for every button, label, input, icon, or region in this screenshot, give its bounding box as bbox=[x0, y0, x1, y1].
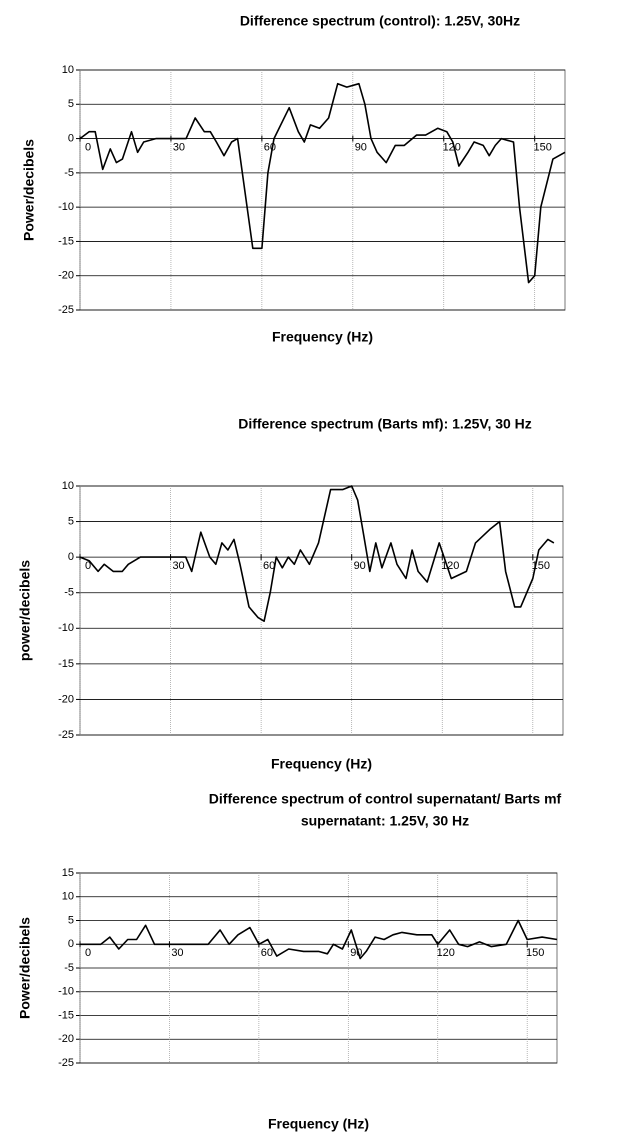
y-tick-label: -20 bbox=[58, 693, 74, 705]
x-tick-label: 150 bbox=[534, 141, 552, 153]
y-tick-label: -10 bbox=[58, 201, 74, 213]
y-tick-label: 10 bbox=[62, 480, 74, 492]
y-tick-label: 0 bbox=[68, 938, 74, 950]
plot-area bbox=[79, 485, 564, 736]
data-line bbox=[79, 82, 566, 284]
plot-area bbox=[79, 69, 566, 311]
x-tick-label: 90 bbox=[355, 141, 367, 153]
data-line bbox=[80, 919, 558, 960]
x-tick-label: 0 bbox=[85, 560, 91, 572]
x-tick-label: 30 bbox=[173, 141, 185, 153]
y-tick-label: 5 bbox=[68, 98, 74, 110]
y-tick-label: 0 bbox=[68, 551, 74, 563]
x-tick-label: 30 bbox=[172, 560, 184, 572]
x-tick-label: 60 bbox=[261, 947, 273, 959]
y-tick-label: 5 bbox=[68, 914, 74, 926]
x-tick-label: 120 bbox=[437, 947, 455, 959]
y-tick-label: 5 bbox=[68, 515, 74, 527]
y-tick-label: -5 bbox=[64, 962, 74, 974]
x-tick-label: 60 bbox=[264, 141, 276, 153]
chart-title: Difference spectrum (Barts mf): 1.25V, 3… bbox=[238, 416, 532, 432]
y-tick-label: 10 bbox=[62, 891, 74, 903]
y-axis-label: Power/decibels bbox=[21, 139, 37, 241]
x-tick-label: 0 bbox=[85, 947, 91, 959]
y-tick-label: -25 bbox=[58, 1057, 74, 1069]
y-axis-label: Power/decibels bbox=[17, 917, 33, 1019]
y-tick-label: -25 bbox=[58, 304, 74, 316]
y-tick-label: -10 bbox=[58, 622, 74, 634]
y-tick-label: -15 bbox=[58, 235, 74, 247]
chart-title: Difference spectrum of control supernata… bbox=[209, 791, 562, 807]
x-tick-label: 120 bbox=[441, 560, 459, 572]
y-tick-label: 10 bbox=[62, 64, 74, 76]
x-axis-label: Frequency (Hz) bbox=[272, 329, 373, 345]
y-tick-label: -25 bbox=[58, 729, 74, 741]
y-tick-label: -5 bbox=[64, 587, 74, 599]
y-tick-label: 0 bbox=[68, 132, 74, 144]
y-tick-label: -5 bbox=[64, 167, 74, 179]
y-tick-label: -10 bbox=[58, 986, 74, 998]
x-tick-label: 90 bbox=[354, 560, 366, 572]
y-tick-label: -20 bbox=[58, 270, 74, 282]
x-tick-label: 30 bbox=[171, 947, 183, 959]
data-line bbox=[79, 485, 555, 622]
y-axis-label: power/decibels bbox=[17, 560, 33, 661]
y-tick-label: -15 bbox=[58, 1009, 74, 1021]
x-tick-label: 0 bbox=[85, 141, 91, 153]
y-tick-label: -15 bbox=[58, 658, 74, 670]
y-tick-label: 15 bbox=[62, 867, 74, 879]
x-tick-label: 60 bbox=[263, 560, 275, 572]
x-axis-label: Frequency (Hz) bbox=[268, 1116, 369, 1132]
x-tick-label: 150 bbox=[526, 947, 544, 959]
chart-title: supernatant: 1.25V, 30 Hz bbox=[301, 813, 469, 829]
chart-title: Difference spectrum (control): 1.25V, 30… bbox=[240, 13, 520, 29]
y-tick-label: -20 bbox=[58, 1033, 74, 1045]
x-tick-label: 120 bbox=[443, 141, 461, 153]
x-axis-label: Frequency (Hz) bbox=[271, 756, 372, 772]
